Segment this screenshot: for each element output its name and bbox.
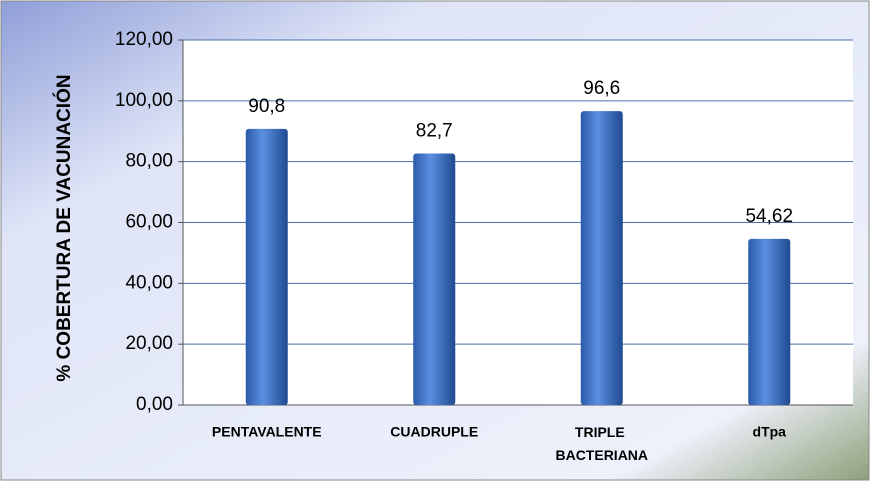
x-tick-label: CUADRUPLE [390, 424, 478, 440]
x-tick-label-line: BACTERIANA [555, 447, 648, 463]
bar [413, 153, 456, 405]
y-tick-label: 60,00 [125, 212, 173, 233]
value-label: 96,6 [583, 78, 620, 99]
y-tick-label: 40,00 [125, 272, 173, 293]
x-tick-label: PENTAVALENTE [212, 424, 322, 440]
value-label: 82,7 [416, 120, 453, 141]
x-tick-label: TRIPLE BACTERIANA [555, 424, 648, 463]
x-tick-label-line: TRIPLE [575, 424, 629, 440]
value-label: 90,8 [248, 96, 285, 117]
y-axis-label: % COBERTURA DE VACUNACIÓN [53, 74, 75, 381]
y-tick-label: 100,00 [115, 90, 173, 111]
y-tick-label: 0,00 [136, 394, 173, 415]
bar [580, 111, 623, 406]
y-tick-label: 120,00 [115, 29, 173, 50]
x-tick-label: dTpa [753, 424, 787, 440]
y-tick-label: 80,00 [125, 151, 173, 172]
bar [245, 128, 288, 406]
value-label: 54,62 [745, 206, 793, 227]
bar [748, 238, 791, 405]
y-tick-label: 20,00 [125, 333, 173, 354]
